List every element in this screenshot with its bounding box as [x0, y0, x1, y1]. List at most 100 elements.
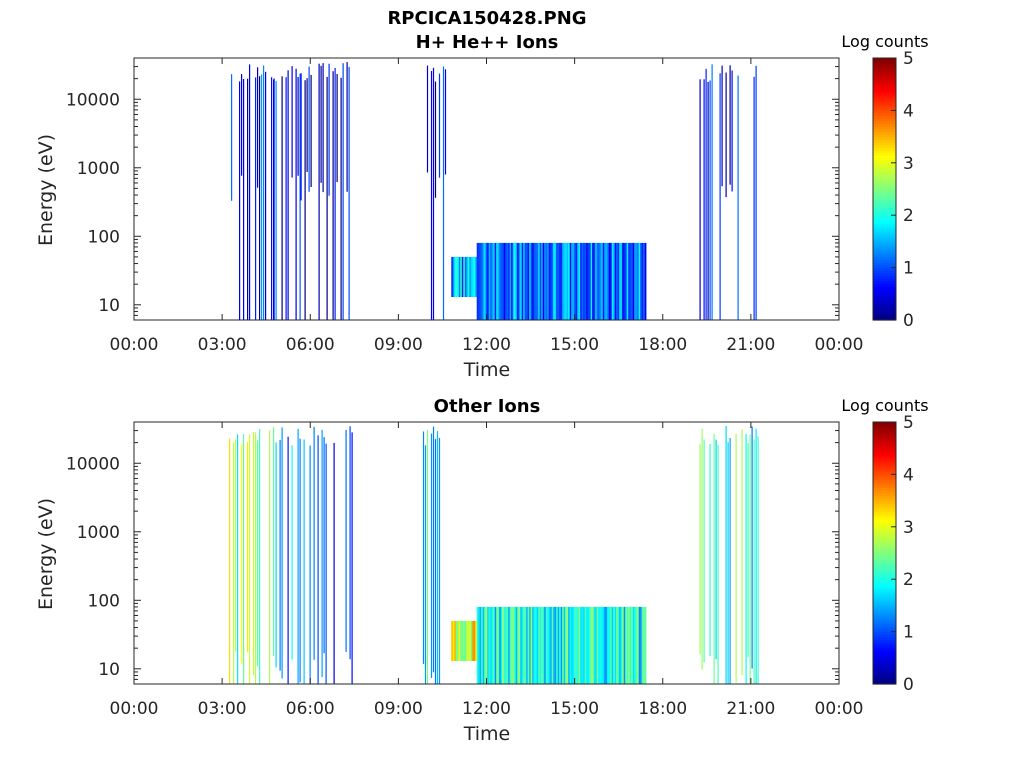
spectrogram-column — [241, 74, 243, 176]
spectrogram-column — [608, 242, 611, 320]
colorbar-swatch — [873, 435, 896, 439]
spectrogram-column — [430, 433, 433, 678]
spectrogram-column — [255, 77, 257, 321]
colorbar-swatch — [873, 597, 896, 601]
colorbar-tick-label: 0 — [903, 675, 914, 695]
colorbar-swatch — [873, 306, 896, 311]
colorbar-label: Log counts — [841, 32, 928, 51]
spectrogram-column — [469, 620, 471, 661]
x-tick-label: 00:00 — [815, 335, 864, 355]
colorbar-swatch — [873, 537, 896, 541]
colorbar-swatch — [873, 539, 896, 544]
colorbar-swatch — [873, 534, 896, 538]
colorbar-swatch — [873, 587, 896, 591]
colorbar-frame — [872, 421, 897, 685]
spectrogram-column — [563, 606, 566, 684]
x-axis-label: Time — [463, 359, 511, 381]
spectrogram-column — [589, 242, 591, 320]
spectrogram-column — [281, 76, 283, 320]
colorbar-swatch — [873, 133, 896, 138]
colorbar-swatch — [873, 202, 896, 206]
spectrogram-column — [467, 620, 470, 661]
spectrogram-column — [273, 78, 275, 320]
colorbar-swatch — [873, 131, 896, 135]
colorbar-swatch — [873, 681, 896, 685]
spectrogram-column — [559, 606, 561, 684]
spectrogram-column — [499, 606, 501, 684]
x-tick-label: 15:00 — [550, 335, 599, 355]
spectrogram-column — [434, 439, 437, 684]
colorbar-swatch — [873, 524, 896, 528]
colorbar-swatch — [873, 139, 896, 143]
spectrogram-column — [299, 438, 301, 683]
spectrogram-column — [574, 606, 576, 684]
spectrogram-column — [485, 242, 488, 320]
colorbar-swatch — [873, 209, 896, 214]
spectrogram-column — [490, 606, 492, 684]
spectrogram-column — [527, 606, 530, 684]
spectrogram-column — [517, 606, 519, 684]
colorbar-swatch — [873, 469, 896, 473]
spectrogram-column — [729, 65, 731, 185]
colorbar-swatch — [873, 463, 896, 468]
spectrogram-column — [616, 606, 618, 684]
spectrogram-column — [488, 606, 491, 684]
spectrogram-column — [553, 606, 555, 684]
spectrogram-column — [508, 606, 510, 684]
colorbar-swatch — [873, 665, 896, 669]
spectrogram-column — [479, 242, 482, 320]
spectrogram-column — [326, 76, 328, 321]
spectrogram-column — [613, 606, 615, 684]
spectrogram-column — [562, 242, 564, 320]
spectrogram-column — [249, 64, 251, 321]
spectrogram-column — [713, 433, 715, 684]
spectrogram-column — [755, 65, 757, 320]
spectrogram-column — [470, 256, 473, 297]
spectrogram-column — [295, 68, 297, 320]
spectrogram-column — [436, 431, 439, 684]
colorbar-swatch — [873, 107, 896, 111]
spectrogram-column — [478, 606, 480, 684]
spectrogram-column — [729, 438, 731, 684]
panel-title: H+ He++ Ions — [416, 32, 559, 53]
colorbar-swatch — [873, 573, 896, 578]
colorbar-swatch — [873, 613, 896, 617]
spectrogram-column — [619, 242, 621, 320]
colorbar-swatch — [873, 236, 896, 240]
colorbar-swatch — [873, 175, 896, 180]
spectrogram-column — [333, 442, 335, 684]
spectrogram-column — [572, 606, 575, 684]
spectrogram-column — [463, 620, 465, 661]
spectrogram-column — [470, 620, 473, 661]
spectrogram-column — [560, 242, 563, 320]
colorbar-swatch — [873, 257, 896, 261]
spectrogram-column — [257, 67, 259, 188]
colorbar-swatch — [873, 147, 896, 151]
colorbar-swatch — [873, 521, 896, 525]
colorbar-swatch — [873, 461, 896, 465]
spectrogram-column — [640, 606, 642, 684]
spectrogram-column — [557, 606, 560, 684]
colorbar-swatch — [873, 118, 896, 122]
spectrogram-column — [580, 606, 582, 684]
spectrogram-column — [601, 606, 603, 684]
spectrogram-column — [496, 242, 498, 320]
colorbar-swatch — [873, 71, 896, 75]
colorbar-swatch — [873, 76, 896, 80]
spectrogram-column — [426, 65, 429, 173]
spectrogram-column — [598, 242, 600, 320]
spectrogram-column — [529, 606, 531, 684]
spectrogram-column — [553, 242, 555, 320]
x-tick-label: 09:00 — [374, 699, 423, 719]
spectrogram-column — [725, 72, 727, 198]
colorbar-swatch — [873, 81, 896, 85]
spectrogram-column — [484, 242, 486, 320]
spectrogram-column — [512, 606, 515, 684]
spectrogram-column — [565, 606, 567, 684]
spectrogram-column — [472, 620, 474, 661]
colorbar-swatch — [873, 634, 896, 638]
spectrogram-column — [611, 606, 614, 684]
spectrogram-column — [623, 242, 626, 320]
spectrogram-column — [526, 242, 528, 320]
